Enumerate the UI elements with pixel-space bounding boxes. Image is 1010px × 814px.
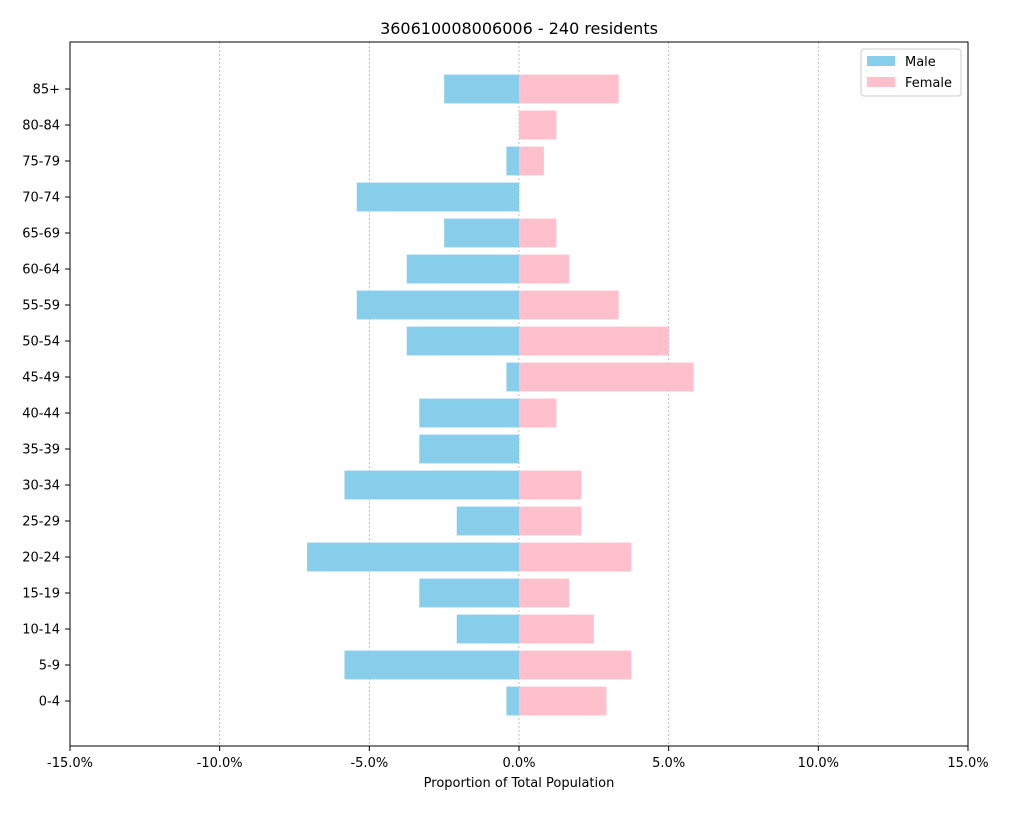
legend: Male Female <box>860 48 962 97</box>
bars-layer <box>307 74 694 716</box>
y-tick-label: 15-19 <box>22 587 60 602</box>
y-tick-label: 35-39 <box>22 443 60 458</box>
y-tick-label: 80-84 <box>22 119 60 134</box>
y-tick-label: 55-59 <box>22 299 60 314</box>
female-bar <box>519 614 594 644</box>
y-tick-label: 65-69 <box>22 227 60 242</box>
female-bar <box>519 578 569 608</box>
x-tick-label: 10.0% <box>798 756 839 771</box>
x-tick-label: 5.0% <box>652 756 685 771</box>
y-tick-label: 45-49 <box>22 371 60 386</box>
female-bar <box>519 470 582 500</box>
male-bar <box>356 182 519 212</box>
female-bar <box>519 290 619 320</box>
female-bar <box>519 110 557 140</box>
axis-layer: -15.0% -10.0% -5.0% 0.0% 5.0% 10.0% 15.0% 0-4 5-… <box>22 41 989 771</box>
x-tick-label: 0.0% <box>502 756 535 771</box>
male-bar <box>456 614 519 644</box>
x-axis-label: Proportion of Total Population <box>424 776 615 791</box>
y-tick-label: 60-64 <box>22 263 60 278</box>
y-tick-label: 20-24 <box>22 551 60 566</box>
female-bar <box>519 542 632 572</box>
male-bar <box>444 218 519 248</box>
y-tick-label: 30-34 <box>22 479 60 494</box>
male-bar <box>344 650 519 680</box>
x-tick-label: 15.0% <box>947 756 988 771</box>
female-bar <box>519 362 694 392</box>
y-tick-label: 40-44 <box>22 407 60 422</box>
chart-title: 360610008006006 - 240 residents <box>380 19 658 38</box>
male-bar <box>356 290 519 320</box>
male-bar <box>506 362 519 392</box>
female-bar <box>519 650 632 680</box>
female-bar <box>519 254 569 284</box>
male-bar <box>456 506 519 536</box>
y-tick-label: 10-14 <box>22 623 60 638</box>
y-tick-label: 0-4 <box>39 695 60 710</box>
x-tick-label: -15.0% <box>47 756 93 771</box>
female-bar <box>519 398 557 428</box>
y-tick-label: 50-54 <box>22 335 60 350</box>
y-tick-label: 5-9 <box>39 659 60 674</box>
legend-swatch-female <box>867 77 895 87</box>
male-bar <box>419 434 519 464</box>
x-tick-label: -10.0% <box>197 756 243 771</box>
male-bar <box>406 254 519 284</box>
male-bar <box>344 470 519 500</box>
female-bar <box>519 218 557 248</box>
legend-label-male: Male <box>905 55 936 70</box>
female-bar <box>519 74 619 104</box>
y-tick-label: 85+ <box>33 83 60 98</box>
female-bar <box>519 146 544 176</box>
male-bar <box>307 542 519 572</box>
legend-swatch-male <box>867 56 895 66</box>
male-bar <box>419 578 519 608</box>
male-bar <box>419 398 519 428</box>
y-tick-label: 75-79 <box>22 155 60 170</box>
male-bar <box>506 686 519 716</box>
female-bar <box>519 326 669 356</box>
male-bar <box>406 326 519 356</box>
y-tick-label: 70-74 <box>22 191 60 206</box>
female-bar <box>519 506 582 536</box>
male-bar <box>506 146 519 176</box>
legend-label-female: Female <box>905 76 952 91</box>
female-bar <box>519 686 607 716</box>
x-tick-label: -5.0% <box>350 756 388 771</box>
y-tick-label: 25-29 <box>22 515 60 530</box>
male-bar <box>444 74 519 104</box>
